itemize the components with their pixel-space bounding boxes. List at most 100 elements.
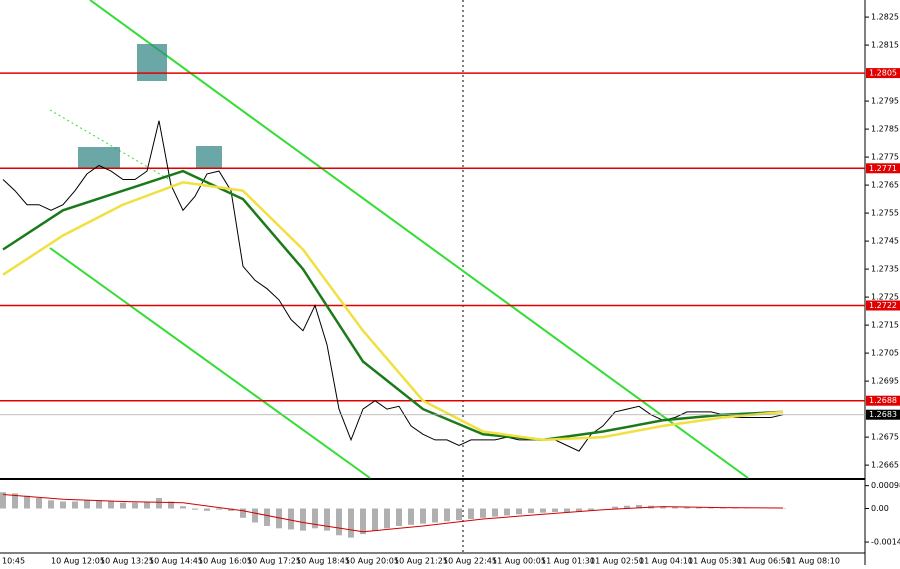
channel-upper: [89, 0, 749, 479]
histogram-bar: [660, 506, 666, 509]
histogram-bar: [468, 508, 474, 519]
price-line: [2, 120, 784, 452]
histogram-bar: [168, 501, 174, 509]
time-label: 10 Aug 14:45: [149, 557, 203, 566]
y-tick-label: 1.2765: [871, 181, 899, 190]
histogram-bar: [528, 508, 534, 514]
histogram-bar: [720, 507, 726, 509]
moving-average: [2, 181, 784, 442]
y-tick-label: 1.2775: [871, 153, 899, 162]
level-label-bg: [866, 395, 900, 406]
histogram-bar: [12, 493, 18, 509]
y-tick-label: 1.2735: [871, 265, 899, 274]
y-tick-label: 1.2725: [871, 293, 899, 302]
histogram-bar: [180, 506, 186, 509]
y-tick-label: 1.2745: [871, 237, 899, 246]
histogram-bar: [384, 508, 390, 529]
level-label: 1.2722: [869, 301, 897, 310]
histogram-bar: [360, 508, 366, 535]
histogram-bar: [672, 507, 678, 509]
level-label: 1.2805: [869, 69, 897, 78]
histogram-bar: [576, 508, 582, 512]
histogram-bar: [456, 508, 462, 521]
histogram-bar: [264, 508, 270, 526]
signal-line: [2, 494, 784, 533]
histogram-bar: [132, 502, 138, 509]
histogram-bar: [480, 508, 486, 518]
y-tick-label: 1.2825: [871, 13, 899, 22]
current-price-label: 1.2683: [869, 410, 897, 419]
time-label: 11 Aug 05:30: [688, 557, 742, 566]
histogram-bar: [540, 508, 546, 513]
y-tick-label: 1.2795: [871, 97, 899, 106]
y-tick-label: 0.00: [871, 504, 889, 513]
histogram-bar: [108, 501, 114, 509]
time-label: 10:45: [2, 557, 25, 566]
highlight-box: [137, 44, 167, 81]
level-label-bg: [866, 68, 900, 79]
histogram-bar: [84, 500, 90, 509]
histogram-bar: [144, 501, 150, 509]
moving-average: [2, 169, 784, 442]
time-label: 10 Aug 21:25: [394, 557, 448, 566]
histogram-bar: [156, 498, 162, 509]
histogram-bar: [492, 508, 498, 517]
highlight-box: [78, 147, 120, 168]
histogram-bar: [564, 508, 570, 512]
histogram-bar: [552, 508, 558, 512]
histogram-bar: [684, 507, 690, 509]
histogram-bar: [0, 492, 6, 509]
histogram-bar: [252, 508, 258, 523]
histogram-bar: [24, 495, 30, 509]
histogram-bar: [312, 508, 318, 529]
histogram-bar: [444, 508, 450, 522]
histogram-bar: [60, 501, 66, 509]
time-label: 11 Aug 00:05: [492, 557, 546, 566]
time-label: 11 Aug 01:30: [541, 557, 595, 566]
level-label-bg: [866, 300, 900, 311]
histogram-bar: [36, 498, 42, 509]
time-label: 10 Aug 16:05: [198, 557, 252, 566]
histogram-bar: [420, 508, 426, 524]
histogram-bar: [324, 508, 330, 531]
histogram-bar: [588, 508, 594, 511]
histogram-bar: [48, 500, 54, 509]
y-tick-label: 1.2715: [871, 321, 899, 330]
y-tick-label: -0.00144: [871, 538, 900, 547]
histogram-bar: [96, 500, 102, 509]
y-tick-label: 1.2785: [871, 125, 899, 134]
histogram-bar: [204, 508, 210, 511]
histogram-bar: [348, 508, 354, 538]
y-tick-label: 1.2675: [871, 433, 899, 442]
time-label: 10 Aug 18:45: [296, 557, 350, 566]
histogram-bar: [396, 508, 402, 526]
time-label: 10 Aug 20:05: [345, 557, 399, 566]
histogram-bar: [636, 505, 642, 509]
y-tick-label: 1.2705: [871, 349, 899, 358]
histogram-bar: [504, 508, 510, 516]
histogram-bar: [72, 501, 78, 509]
y-tick-label: 1.2755: [871, 209, 899, 218]
histogram-bar: [300, 508, 306, 531]
time-label: 11 Aug 08:10: [786, 557, 840, 566]
time-label: 10 Aug 17:25: [247, 557, 301, 566]
y-tick-label: 1.2665: [871, 461, 899, 470]
y-tick-label: 1.2695: [871, 377, 899, 386]
histogram-bar: [408, 508, 414, 525]
histogram-bar: [336, 508, 342, 536]
time-label: 11 Aug 02:50: [590, 557, 644, 566]
current-price-bg: [866, 409, 900, 420]
channel-lower: [49, 247, 371, 479]
histogram-bar: [696, 507, 702, 509]
histogram-bar: [708, 507, 714, 509]
time-label: 11 Aug 06:50: [737, 557, 791, 566]
highlight-box: [196, 146, 222, 168]
y-tick-label: 0.00098: [871, 481, 900, 490]
histogram-bar: [120, 502, 126, 509]
level-label-bg: [866, 163, 900, 174]
histogram-bar: [624, 505, 630, 509]
histogram-bar: [216, 508, 222, 510]
histogram-bar: [276, 508, 282, 529]
